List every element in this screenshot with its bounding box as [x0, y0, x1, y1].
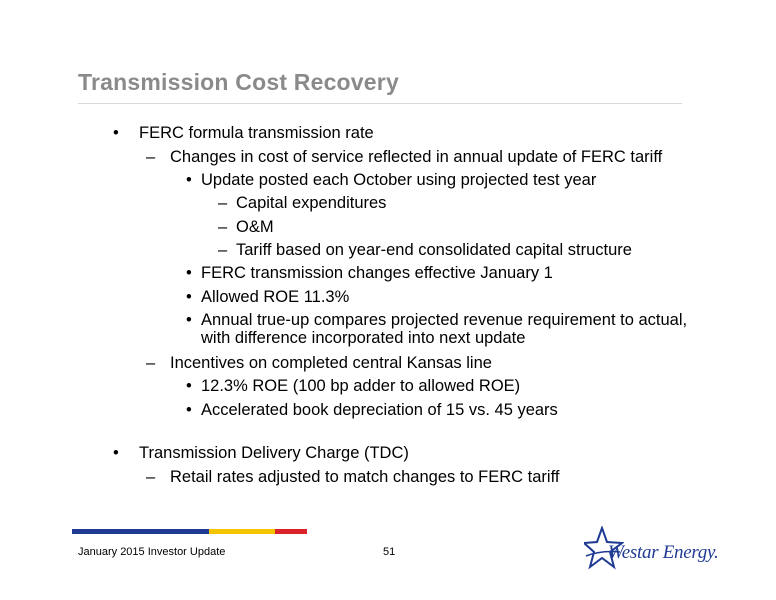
bullet-text: Changes in cost of service reflected in …	[170, 148, 663, 166]
bullet-dot: •	[186, 401, 192, 419]
footer-bar-yellow	[209, 529, 275, 534]
footer-text: January 2015 Investor Update	[78, 546, 226, 558]
bullet-text: Transmission Delivery Charge (TDC)	[139, 444, 409, 462]
bullet-dot: •	[186, 288, 192, 306]
bullet-dot: •	[186, 377, 192, 395]
bullet-dot: •	[186, 171, 192, 189]
footer-bar-blue	[72, 529, 209, 534]
bullet-text-continuation: with difference incorporated into next u…	[201, 329, 526, 347]
bullet-text: Tariff based on year-end consolidated ca…	[236, 241, 632, 259]
bullet-dot: •	[186, 264, 192, 282]
bullet-text: Annual true-up compares projected revenu…	[201, 311, 688, 329]
bullet-text: FERC transmission changes effective Janu…	[201, 264, 553, 282]
bullet-text: Capital expenditures	[236, 194, 387, 212]
dash-marker: –	[146, 148, 156, 166]
title-divider	[78, 103, 682, 104]
page-number: 51	[383, 546, 396, 558]
bullet-text: FERC formula transmission rate	[139, 124, 374, 142]
star-icon	[584, 526, 624, 570]
bullet-text: Retail rates adjusted to match changes t…	[170, 468, 560, 486]
bullet-dot: •	[186, 311, 192, 329]
bullet-text: Allowed ROE 11.3%	[201, 288, 350, 306]
bullet-text: O&M	[236, 218, 274, 236]
westar-energy-logo: Westar Energy.	[584, 524, 724, 572]
dash-marker: –	[146, 468, 156, 486]
bullet-text: Accelerated book depreciation of 15 vs. …	[201, 401, 558, 419]
bullet-dot: •	[113, 124, 119, 142]
slide-title: Transmission Cost Recovery	[78, 69, 399, 95]
logo-text: Westar Energy.	[608, 542, 719, 563]
footer-bar-red	[275, 529, 307, 534]
bullet-text: Update posted each October using project…	[201, 171, 597, 189]
dash-marker: –	[218, 218, 228, 236]
dash-marker: –	[146, 354, 156, 372]
dash-marker: –	[218, 241, 228, 259]
bullet-text: 12.3% ROE (100 bp adder to allowed ROE)	[201, 377, 521, 395]
dash-marker: –	[218, 194, 228, 212]
bullet-text: Incentives on completed central Kansas l…	[170, 354, 492, 372]
bullet-dot: •	[113, 444, 119, 462]
